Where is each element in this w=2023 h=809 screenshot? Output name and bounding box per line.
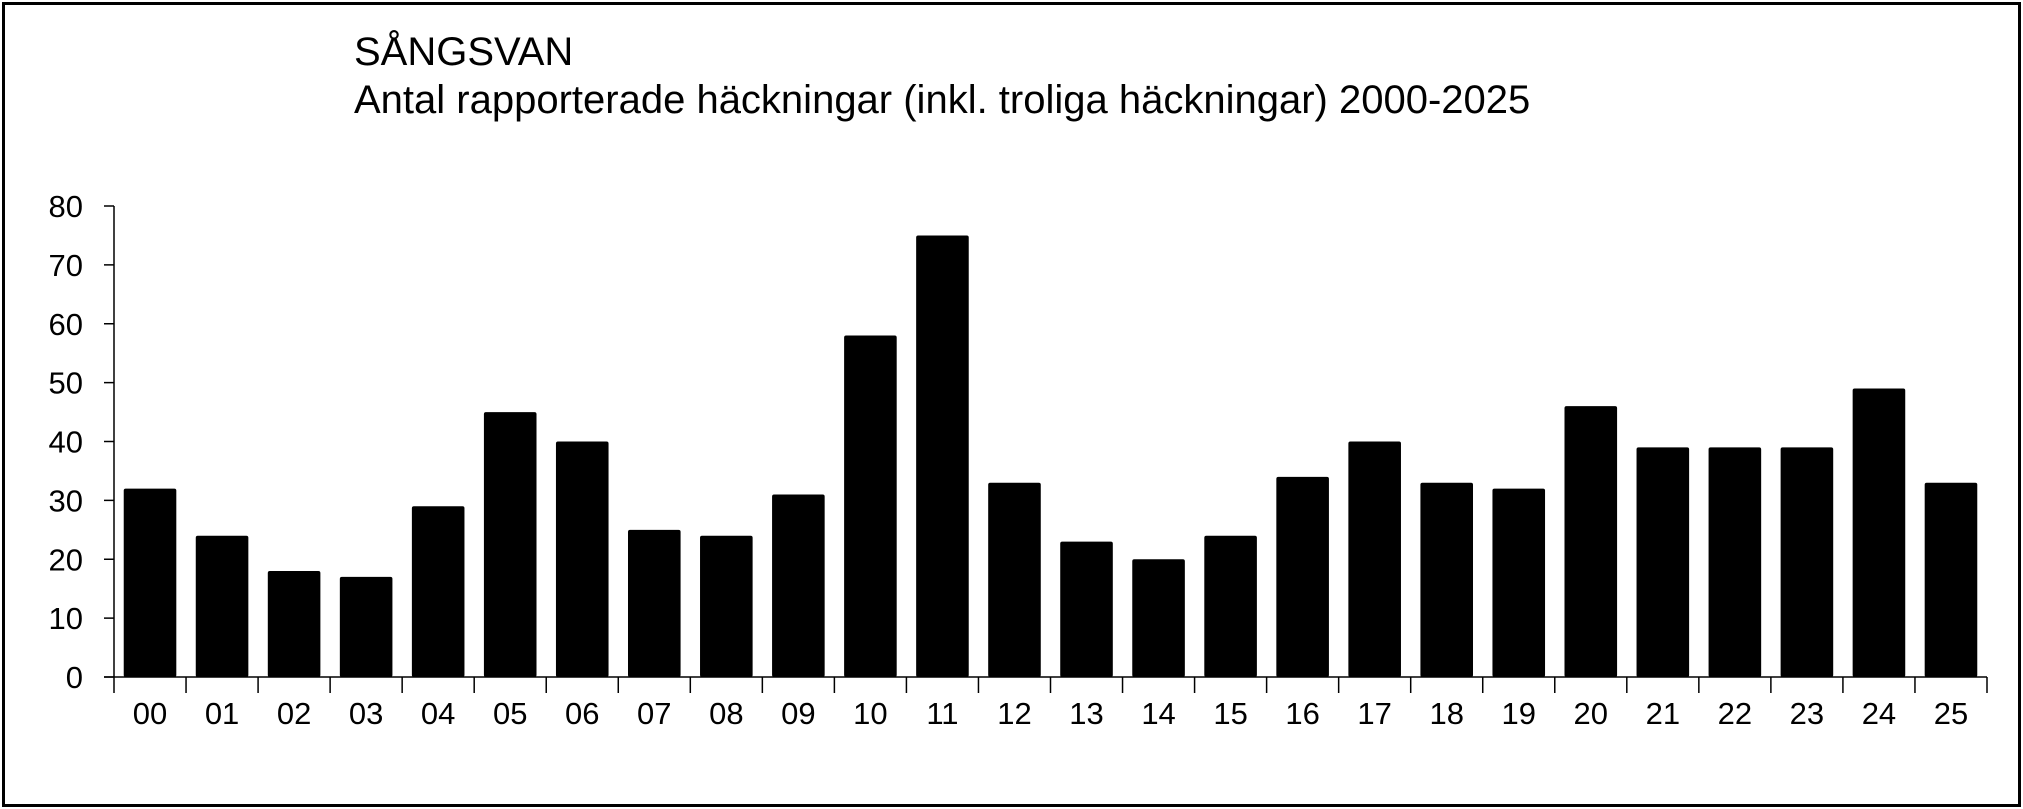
y-tick-label-60: 60 (49, 307, 83, 342)
x-tick-label-20: 20 (1574, 696, 1608, 731)
x-tick-label-13: 13 (1069, 696, 1103, 731)
bar-16 (1276, 476, 1329, 677)
y-tick-label-40: 40 (49, 425, 83, 460)
x-tick-label-05: 05 (493, 696, 527, 731)
chart-title: SÅNGSVAN (354, 30, 574, 74)
x-tick-label-25: 25 (1934, 696, 1968, 731)
bar-08 (700, 535, 753, 677)
x-tick-label-11: 11 (926, 696, 958, 731)
x-tick-label-21: 21 (1646, 696, 1680, 731)
bar-15 (1204, 535, 1257, 677)
bar-03 (339, 576, 393, 677)
y-tick-label-30: 30 (49, 483, 83, 518)
x-tick-label-03: 03 (349, 696, 383, 731)
bar-14 (1132, 559, 1185, 677)
x-tick-label-01: 01 (205, 696, 239, 731)
bar-06 (555, 441, 609, 677)
bar-21 (1636, 447, 1690, 677)
x-tick-label-14: 14 (1141, 696, 1175, 731)
bar-09 (772, 494, 825, 677)
y-tick-label-70: 70 (49, 248, 83, 283)
x-tick-label-18: 18 (1429, 696, 1463, 731)
x-tick-label-15: 15 (1213, 696, 1247, 731)
x-tick-label-06: 06 (565, 696, 599, 731)
y-tick-label-50: 50 (49, 366, 83, 401)
bar-24 (1852, 388, 1906, 677)
y-tick-label-20: 20 (49, 542, 83, 577)
bar-25 (1924, 482, 1978, 677)
chart-subtitle: Antal rapporterade häckningar (inkl. tro… (354, 78, 1531, 122)
bar-13 (1060, 541, 1113, 677)
bar-18 (1420, 482, 1474, 677)
bar-23 (1780, 447, 1834, 677)
y-tick-label-80: 80 (49, 189, 83, 224)
x-tick-label-02: 02 (277, 696, 311, 731)
bar-04 (411, 506, 465, 677)
y-tick-label-0: 0 (66, 660, 83, 695)
x-tick-label-08: 08 (709, 696, 743, 731)
x-tick-label-09: 09 (781, 696, 815, 731)
bar-17 (1348, 441, 1401, 677)
bar-20 (1564, 406, 1618, 677)
x-tick-label-12: 12 (997, 696, 1031, 731)
x-tick-label-10: 10 (853, 696, 887, 731)
x-tick-label-17: 17 (1357, 696, 1391, 731)
bar-07 (627, 529, 681, 677)
bar-01 (195, 535, 249, 677)
x-tick-label-22: 22 (1718, 696, 1752, 731)
bar-05 (483, 412, 537, 677)
bar-19 (1492, 488, 1546, 677)
x-tick-label-07: 07 (637, 696, 671, 731)
x-tick-label-24: 24 (1862, 696, 1896, 731)
bar-11 (916, 235, 969, 677)
x-tick-label-19: 19 (1502, 696, 1536, 731)
bar-00 (123, 488, 177, 677)
bar-22 (1708, 447, 1762, 677)
x-tick-label-16: 16 (1285, 696, 1319, 731)
bar-02 (267, 571, 321, 677)
x-tick-label-04: 04 (421, 696, 455, 731)
y-tick-label-10: 10 (49, 601, 83, 636)
bar-10 (844, 335, 897, 677)
x-tick-label-23: 23 (1790, 696, 1824, 731)
x-tick-label-00: 00 (133, 696, 167, 731)
bar-12 (988, 482, 1041, 677)
